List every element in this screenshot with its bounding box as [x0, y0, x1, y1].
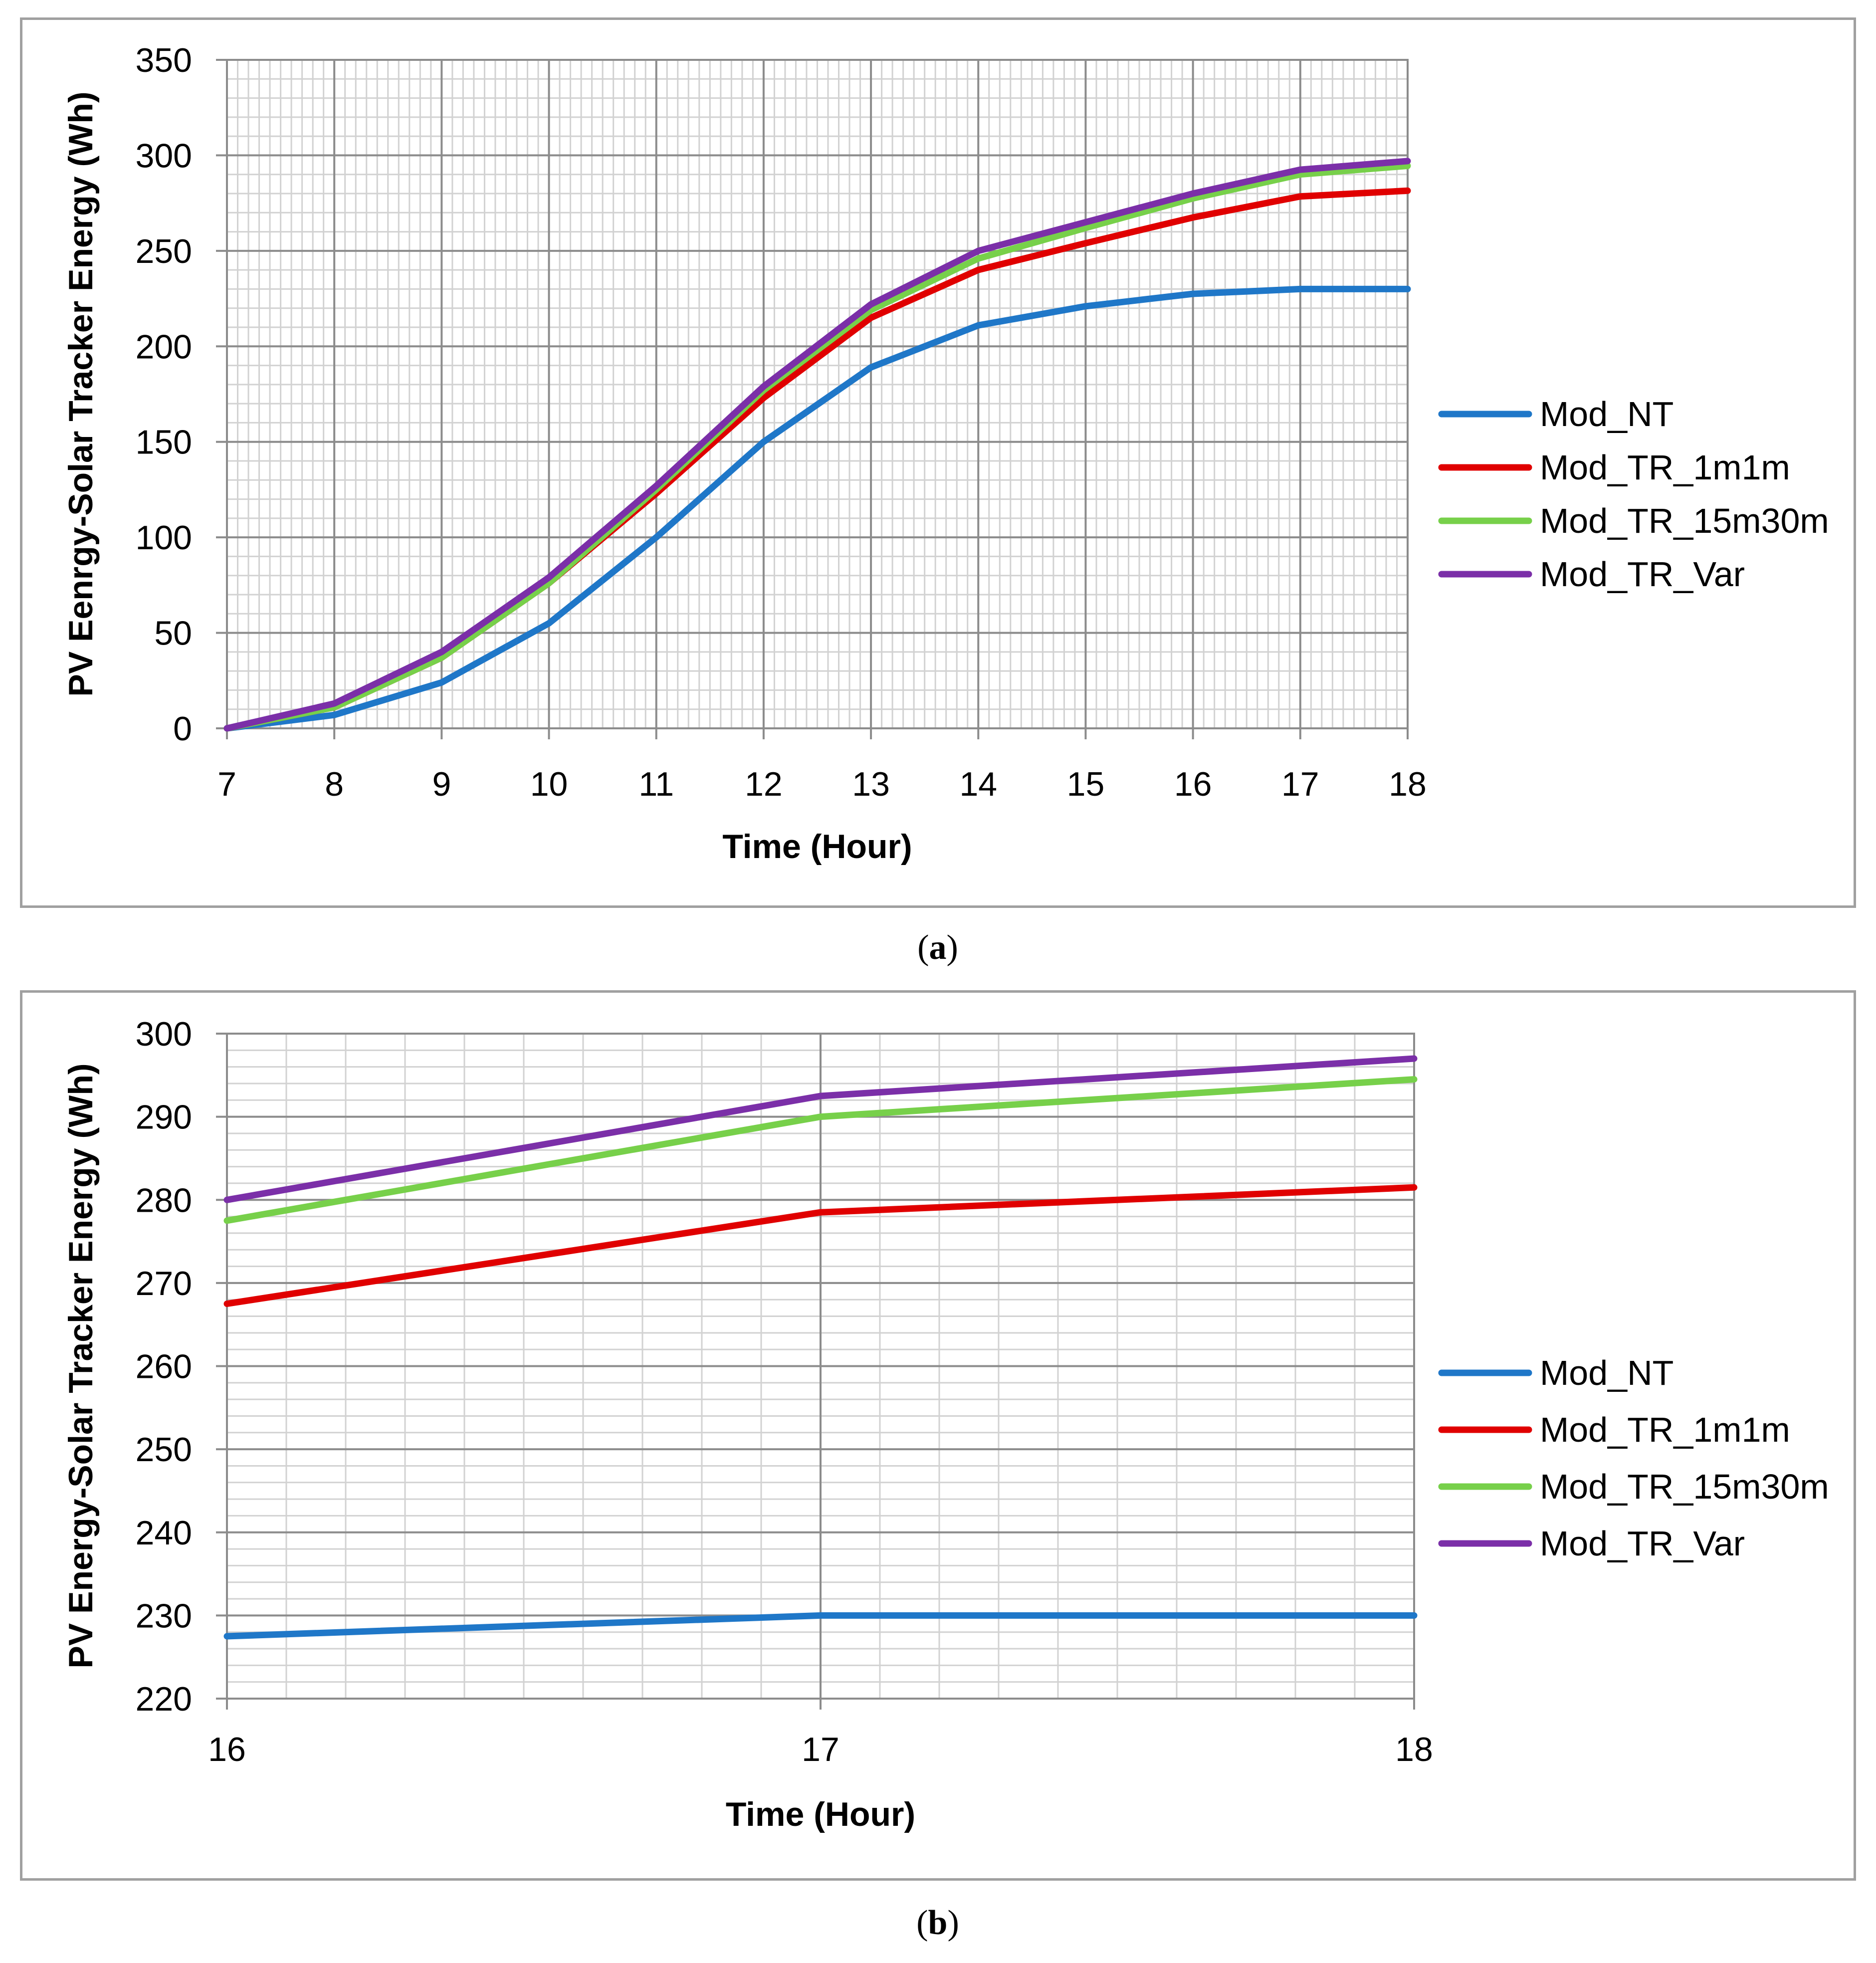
chart-b-group: 16 17 18 220 230 240 250 260 270 280 290 300 Time (H…	[62, 1015, 1829, 1833]
chart-b-y-tick-label: 280	[136, 1181, 192, 1219]
chart-b-legend-label: Mod_TR_15m30m	[1540, 1467, 1829, 1506]
chart-a-x-tick-label: 11	[638, 765, 674, 803]
chart-b-series-line-mod-nt	[223, 1612, 1418, 1640]
caption-b: (b)	[916, 1904, 959, 1942]
chart-a-x-tick-label: 7	[217, 765, 236, 803]
chart-a-x-tick-label: 12	[745, 765, 783, 803]
chart-b-y-tick-label: 250	[136, 1431, 192, 1469]
caption-a: (a)	[917, 928, 958, 967]
chart-a-y-tick-label: 150	[136, 424, 192, 461]
chart-a-y-tick-label: 50	[154, 615, 192, 653]
chart-b-x-tick-label: 17	[802, 1731, 839, 1768]
chart-b-series-line-mod-tr-1m1m	[223, 1184, 1418, 1307]
chart-b-y-tick-label: 290	[136, 1098, 192, 1136]
chart-a-plot-frame	[226, 59, 1409, 729]
chart-a-x-tick-label: 9	[432, 765, 451, 803]
chart-b-y-tick-label: 240	[136, 1514, 192, 1552]
chart-panel-b	[20, 990, 1856, 1881]
chart-a-y-tick-label: 300	[136, 137, 192, 175]
chart-b-y-tick-label: 220	[136, 1680, 192, 1718]
chart-b-series-line-mod-tr-15m30m	[223, 1076, 1418, 1224]
chart-a-legend-label: Mod_TR_Var	[1540, 555, 1745, 594]
chart-a-x-tick-label: 13	[852, 765, 890, 803]
chart-a-series-line-mod-tr-15m30m	[223, 163, 1411, 732]
chart-b-legend-label: Mod_NT	[1540, 1353, 1673, 1392]
chart-b-legend-label: Mod_TR_Var	[1540, 1524, 1745, 1563]
chart-b-y-tick-label: 260	[136, 1348, 192, 1386]
chart-b-y-axis-title: PV Energy-Solar Tracker Energy (Wh)	[62, 1063, 100, 1668]
chart-b-x-axis-title: Time (Hour)	[726, 1795, 915, 1833]
chart-a-legend: Mod_NT Mod_TR_1m1m Mod_TR_15m30m Mod_TR_Var	[1438, 395, 1829, 594]
chart-b-legend: Mod_NT Mod_TR_1m1m Mod_TR_15m30m Mod_TR_Var	[1438, 1353, 1829, 1563]
chart-a-y-axis-title: PV Eenrgy-Solar Tracker Energy (Wh)	[62, 91, 100, 696]
chart-b-legend-label: Mod_TR_1m1m	[1540, 1410, 1790, 1449]
chart-a-x-axis-title: Time (Hour)	[722, 828, 912, 866]
chart-a-y-tick-label: 100	[136, 519, 192, 557]
chart-a-group: 7 8 9 10 11 12 13 14 15 16 17 18 0 50 100 150 200 250 300 3…	[62, 41, 1829, 866]
chart-a-x-tick-label: 10	[530, 765, 568, 803]
chart-b-plot-frame	[226, 1033, 1415, 1700]
chart-a-legend-label: Mod_NT	[1540, 395, 1673, 434]
chart-a-series-line-mod-nt	[223, 285, 1411, 732]
chart-a-y-tick-label: 0	[173, 710, 192, 748]
chart-a-y-tick-label: 200	[136, 328, 192, 366]
chart-a-x-tick-label: 17	[1281, 765, 1319, 803]
chart-a-x-tick-label: 14	[959, 765, 997, 803]
chart-a-x-tick-label: 15	[1067, 765, 1105, 803]
chart-panel-a	[20, 17, 1856, 908]
chart-a-legend-label: Mod_TR_15m30m	[1540, 501, 1829, 540]
chart-b-y-tick-label: 270	[136, 1265, 192, 1303]
chart-a-y-tick-label: 250	[136, 232, 192, 270]
chart-b-x-tick-label: 18	[1395, 1731, 1433, 1768]
chart-b-x-tick-label: 16	[208, 1731, 246, 1768]
chart-b-y-tick-label: 300	[136, 1015, 192, 1053]
chart-a-x-tick-label: 18	[1389, 765, 1427, 803]
chart-b-series-line-mod-tr-var	[223, 1055, 1418, 1203]
chart-a-x-tick-label: 8	[325, 765, 344, 803]
chart-a-legend-label: Mod_TR_1m1m	[1540, 448, 1790, 487]
chart-a-x-tick-label: 16	[1174, 765, 1212, 803]
chart-b-y-tick-label: 230	[136, 1597, 192, 1635]
chart-a-y-tick-label: 350	[136, 41, 192, 79]
chart-a-series-line-mod-tr-var	[223, 158, 1411, 732]
